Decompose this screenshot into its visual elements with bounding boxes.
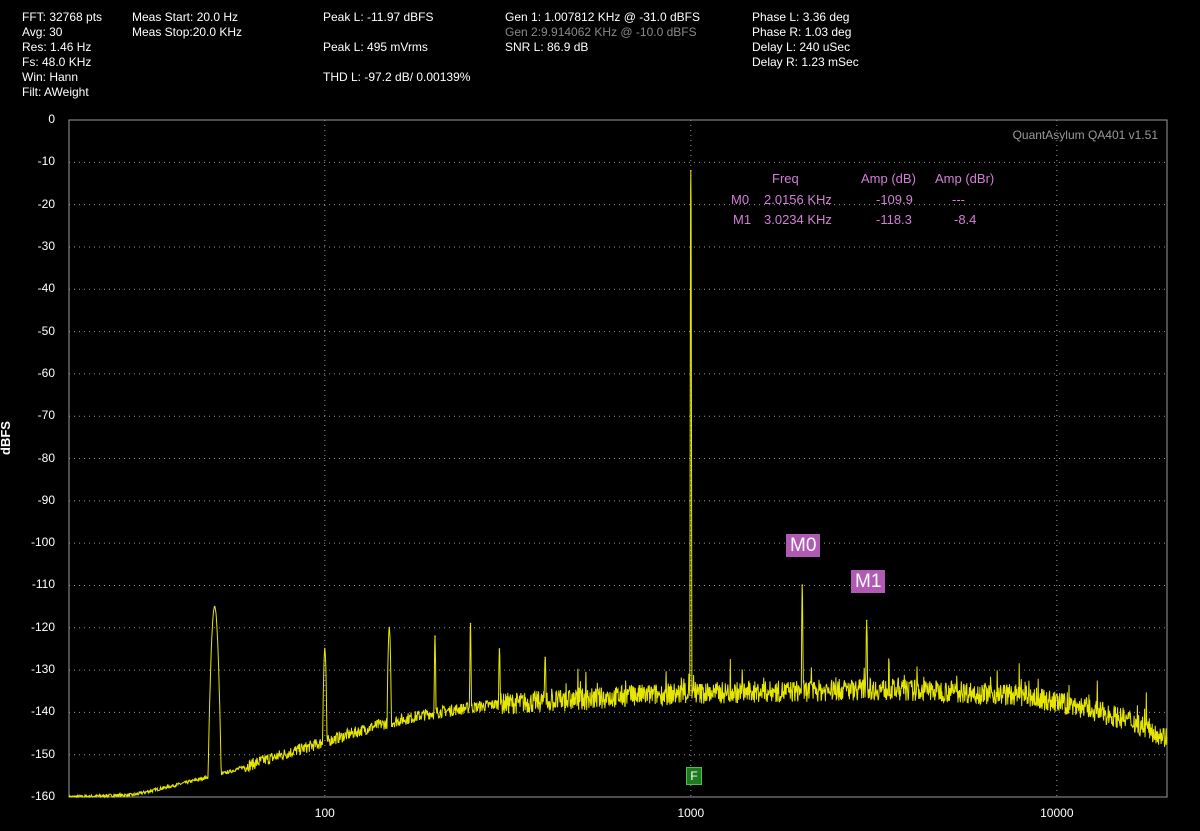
app-watermark: QuantAsylum QA401 v1.51	[1012, 128, 1158, 142]
resolution: Res: 1.46 Hz	[22, 40, 92, 54]
sample-rate: Fs: 48.0 KHz	[22, 55, 92, 69]
y-tick-label: -120	[30, 619, 55, 634]
x-tick-label: 10000	[1040, 806, 1074, 820]
y-tick-label: -130	[30, 662, 55, 677]
marker-row-amp-dbr: -8.4	[954, 212, 977, 227]
spectrum-peak-point	[434, 635, 436, 638]
marker-row-name: M0	[731, 192, 750, 207]
spectrum-trace	[68, 169, 1168, 799]
phase-delay: Phase L: 3.36 deg Phase R: 1.03 deg Dela…	[752, 10, 859, 70]
frequency-marker-f[interactable]: F	[686, 767, 702, 785]
marker-m0-label[interactable]: M0	[786, 534, 821, 557]
spectrum-peak-point	[324, 648, 326, 650]
marker-row-amp-db: -109.9	[876, 192, 913, 207]
marker-row-amp-db: -118.3	[876, 212, 912, 227]
snr-l: SNR L: 86.9 dB	[505, 40, 589, 54]
col-header-amp-dbr: Amp (dBr)	[935, 171, 995, 186]
peak-l-mvrms: Peak L: 495 mVrms	[323, 40, 428, 54]
y-tick-label: -20	[37, 196, 55, 211]
y-tick-label: -50	[37, 323, 55, 338]
marker-row-name: M1	[733, 212, 752, 227]
fft-points: FFT: 32768 pts	[22, 10, 103, 24]
y-tick-label: -140	[30, 704, 55, 719]
spectrum-line	[68, 170, 1168, 799]
meas-start: Meas Start: 20.0 Hz	[132, 10, 239, 24]
measurement-range: Meas Start: 20.0 Hz Meas Stop:20.0 KHz	[132, 10, 242, 40]
y-axis-label: dBFS	[0, 421, 13, 455]
marker-row-freq: 2.0156 KHz	[764, 192, 832, 207]
marker-row-freq: 3.0234 KHz	[764, 212, 832, 227]
spectrum-peak-point	[801, 584, 804, 586]
averages: Avg: 30	[22, 25, 63, 39]
meas-stop: Meas Stop:20.0 KHz	[132, 25, 243, 39]
filter: Filt: AWeight	[22, 85, 89, 99]
y-tick-label: -100	[30, 535, 55, 550]
spectrum-peak-point	[388, 626, 391, 629]
y-tick-label: -70	[37, 408, 55, 423]
marker-m1-label[interactable]: M1	[851, 570, 886, 593]
fft-settings: FFT: 32768 pts Avg: 30 Res: 1.46 Hz Fs: …	[22, 10, 102, 100]
spectrum-peak-point	[544, 656, 546, 659]
y-tick-label: -40	[37, 281, 55, 296]
delay-l: Delay L: 240 uSec	[752, 40, 851, 54]
y-tick-label: -150	[30, 746, 55, 761]
spectrum-peak-point	[498, 648, 501, 650]
thd-l: THD L: -97.2 dB/ 0.00139%	[323, 70, 471, 84]
spectrum-peak-point	[213, 605, 216, 608]
y-tick-label: -160	[30, 789, 55, 803]
spectrum-peak-point	[690, 169, 692, 172]
phase-r: Phase R: 1.03 deg	[752, 25, 852, 39]
x-tick-label: 1000	[677, 806, 705, 820]
generator-1: Gen 1: 1.007812 KHz @ -31.0 dBFS	[505, 10, 700, 24]
col-header-amp-db: Amp (dB)	[861, 171, 916, 186]
window: Win: Hann	[22, 70, 79, 84]
generator-2: Gen 2:9.914062 KHz @ -10.0 dBFS	[505, 25, 697, 39]
grid-lines	[69, 120, 1167, 797]
col-header-freq: Freq	[772, 171, 799, 186]
marker-row-amp-dbr: ---	[952, 192, 965, 207]
phase-l: Phase L: 3.36 deg	[752, 10, 850, 24]
y-tick-label: -90	[37, 492, 55, 507]
x-tick-label: 100	[314, 806, 335, 820]
spectrum-peak-point	[469, 622, 472, 625]
spectrum-peak-point	[865, 619, 868, 622]
delay-r: Delay R: 1.23 mSec	[752, 55, 859, 69]
y-tick-label: -60	[37, 365, 55, 380]
y-tick-label: 0	[48, 112, 55, 126]
y-tick-label: -30	[37, 238, 55, 253]
y-tick-label: -110	[31, 577, 55, 592]
y-tick-label: -80	[37, 450, 55, 465]
y-tick-label: -10	[37, 154, 55, 169]
peak-l-dbfs: Peak L: -11.97 dBFS	[323, 10, 434, 24]
